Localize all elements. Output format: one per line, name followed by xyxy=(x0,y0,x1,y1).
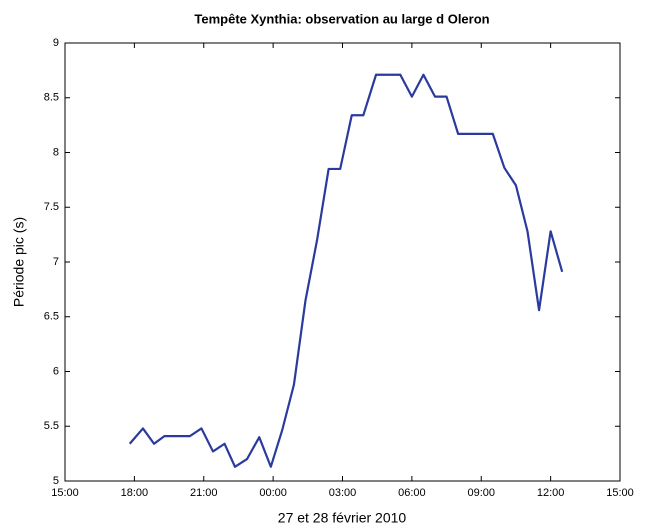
y-tick-label: 7 xyxy=(53,256,59,268)
y-axis-label: Période pic (s) xyxy=(11,217,27,307)
x-tick-label: 03:00 xyxy=(329,487,357,499)
data-line xyxy=(128,73,564,468)
y-tick-label: 6 xyxy=(53,365,59,377)
x-tick-label: 21:00 xyxy=(190,487,218,499)
y-tick-label: 6.5 xyxy=(44,311,59,323)
x-tick-label: 15:00 xyxy=(51,487,79,499)
chart-title: Tempête Xynthia: observation au large d … xyxy=(194,11,489,26)
y-tick-label: 8.5 xyxy=(44,92,59,104)
x-tick-label: 09:00 xyxy=(467,487,495,499)
x-tick-label: 15:00 xyxy=(606,487,634,499)
y-tick-label: 9 xyxy=(53,37,59,49)
y-tick-label: 7.5 xyxy=(44,201,59,213)
x-tick-label: 06:00 xyxy=(398,487,426,499)
x-tick-label: 18:00 xyxy=(121,487,149,499)
plot-frame xyxy=(64,42,621,482)
x-tick-label: 00:00 xyxy=(259,487,287,499)
y-tick-label: 5.5 xyxy=(44,420,59,432)
x-tick-label: 12:00 xyxy=(537,487,565,499)
x-axis-label: 27 et 28 février 2010 xyxy=(278,510,407,526)
y-tick-label: 5 xyxy=(53,475,59,487)
y-tick-label: 8 xyxy=(53,146,59,158)
